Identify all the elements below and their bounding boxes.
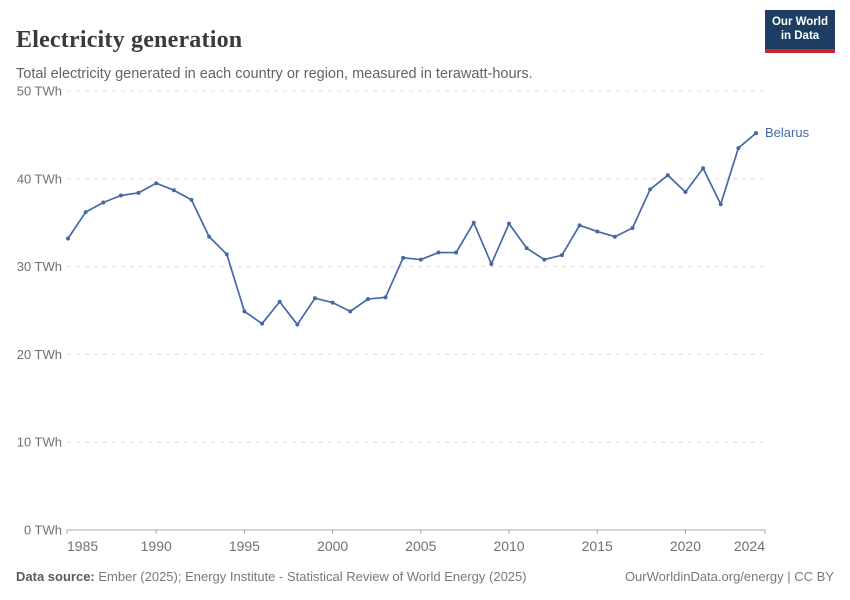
data-point[interactable]	[383, 295, 388, 300]
data-source-note: Data source: Ember (2025); Energy Instit…	[16, 569, 527, 584]
series-line-belarus[interactable]	[67, 132, 757, 326]
data-point[interactable]	[683, 189, 688, 194]
data-point[interactable]	[207, 234, 212, 239]
data-point[interactable]	[595, 229, 600, 234]
data-point[interactable]	[312, 296, 317, 301]
data-point[interactable]	[260, 321, 265, 326]
data-point[interactable]	[648, 187, 653, 192]
data-source-text: Ember (2025); Energy Institute - Statist…	[98, 569, 527, 584]
owid-logo-line1: Our World	[771, 16, 828, 28]
x-tick-label: 1985	[67, 538, 98, 554]
data-point[interactable]	[136, 190, 141, 195]
x-tick-label: 1990	[141, 538, 172, 554]
data-point[interactable]	[524, 246, 529, 251]
data-point[interactable]	[348, 309, 353, 314]
data-point[interactable]	[665, 173, 670, 178]
y-tick-label: 50 TWh	[17, 84, 62, 99]
data-point[interactable]	[277, 299, 282, 304]
data-point[interactable]	[471, 220, 476, 225]
data-point[interactable]	[118, 193, 123, 198]
y-tick-label: 0 TWh	[24, 523, 62, 538]
data-point[interactable]	[401, 255, 406, 260]
data-point[interactable]	[101, 200, 106, 205]
data-point[interactable]	[224, 252, 229, 257]
page-title: Electricity generation	[16, 27, 243, 54]
x-tick-label: 2020	[670, 538, 701, 554]
x-tick-label: 2005	[405, 538, 436, 554]
x-tick-label: 2000	[317, 538, 348, 554]
series-label-belarus[interactable]: Belarus	[765, 125, 810, 140]
data-source-label: Data source:	[16, 569, 95, 584]
data-point[interactable]	[754, 131, 758, 136]
data-point[interactable]	[559, 253, 564, 258]
data-point[interactable]	[171, 188, 176, 193]
data-point[interactable]	[454, 250, 459, 255]
data-point[interactable]	[630, 225, 635, 230]
data-point[interactable]	[542, 257, 547, 262]
y-tick-label: 20 TWh	[17, 347, 62, 362]
data-point[interactable]	[330, 300, 335, 305]
owid-logo-line2: in Data	[780, 29, 820, 42]
x-tick-label: 2015	[582, 538, 613, 554]
data-point[interactable]	[718, 202, 723, 207]
y-tick-label: 10 TWh	[17, 435, 62, 450]
y-tick-label: 30 TWh	[17, 259, 62, 274]
x-tick-label: 2010	[493, 538, 524, 554]
owid-logo[interactable]: Our World in Data	[765, 10, 835, 53]
data-point[interactable]	[418, 257, 423, 262]
data-point[interactable]	[736, 146, 741, 151]
data-point[interactable]	[436, 250, 441, 255]
data-point[interactable]	[365, 297, 370, 302]
data-point[interactable]	[154, 181, 159, 186]
chart-subtitle: Total electricity generated in each coun…	[16, 65, 533, 82]
data-point[interactable]	[489, 261, 494, 266]
data-point[interactable]	[577, 223, 582, 228]
data-point[interactable]	[66, 236, 70, 241]
data-point[interactable]	[242, 309, 247, 314]
license-link[interactable]: OurWorldinData.org/energy | CC BY	[624, 569, 834, 584]
data-point[interactable]	[507, 221, 512, 226]
x-tick-label: 2024	[734, 538, 765, 554]
data-point[interactable]	[295, 322, 300, 327]
y-tick-label: 40 TWh	[17, 171, 62, 186]
data-point[interactable]	[701, 166, 706, 171]
data-point[interactable]	[83, 210, 88, 215]
data-point[interactable]	[189, 197, 194, 202]
x-tick-label: 1995	[229, 538, 260, 554]
data-point[interactable]	[612, 234, 617, 239]
